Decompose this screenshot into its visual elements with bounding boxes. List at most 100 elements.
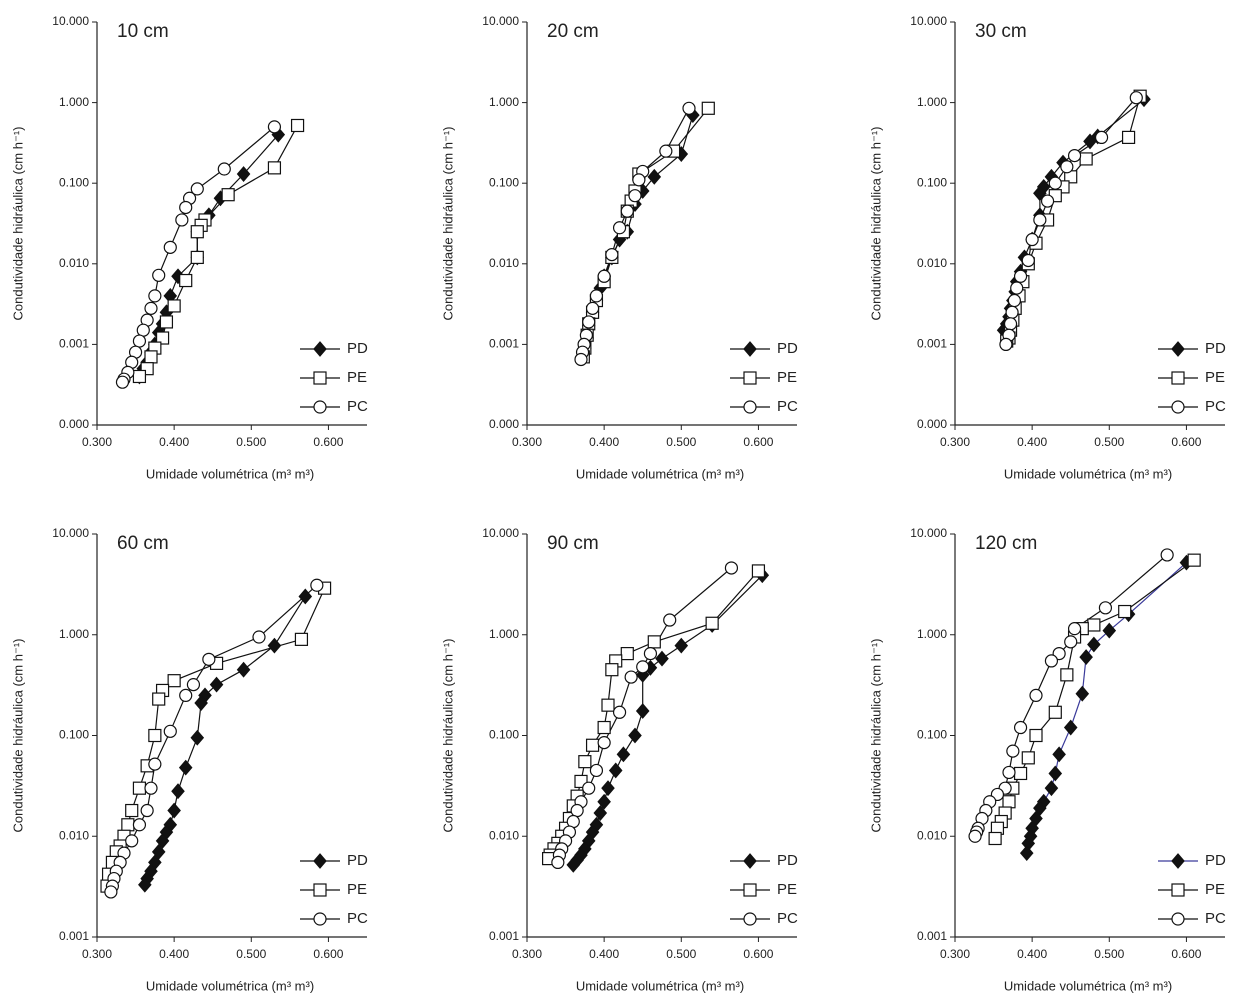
y-axis-label: Condutividade hidráulica (cm h⁻¹)	[440, 126, 455, 320]
data-point	[597, 720, 611, 735]
data-point	[574, 352, 588, 367]
data-point	[298, 588, 313, 605]
series-line	[144, 596, 306, 886]
x-tick-label: 0.500	[236, 947, 266, 961]
series-line	[994, 559, 1195, 839]
data-point	[294, 632, 309, 646]
data-point	[643, 646, 658, 661]
y-tick-label: 0.100	[917, 175, 947, 189]
y-tick-label: 0.010	[917, 828, 947, 842]
data-point	[236, 166, 251, 182]
data-point	[221, 188, 235, 202]
data-point	[121, 818, 135, 832]
legend-label: PD	[1205, 340, 1226, 357]
data-point	[167, 802, 181, 819]
legend-label: PE	[777, 369, 797, 386]
x-tick-label: 0.300	[940, 435, 970, 449]
legend-label: PE	[1205, 369, 1225, 386]
data-point	[632, 173, 646, 187]
data-point	[578, 755, 592, 769]
data-point	[616, 746, 631, 763]
data-point	[236, 661, 251, 678]
data-point	[589, 289, 604, 303]
data-point	[1067, 149, 1082, 163]
data-point	[1121, 130, 1136, 145]
y-tick-label: 0.001	[59, 929, 89, 943]
data-point	[167, 674, 181, 688]
data-point	[968, 829, 982, 843]
data-point	[252, 630, 266, 644]
y-axis-label: Condutividade hidráulica (cm h⁻¹)	[440, 638, 455, 832]
data-point	[551, 855, 565, 870]
data-point	[612, 221, 627, 235]
data-point	[138, 876, 152, 893]
legend-marker	[313, 400, 327, 414]
data-point	[663, 613, 677, 627]
data-point	[1021, 253, 1035, 268]
series-line	[106, 587, 326, 887]
data-point	[597, 793, 611, 810]
y-tick-label: 10.000	[910, 14, 947, 28]
data-point	[190, 225, 204, 239]
data-point	[1060, 160, 1074, 174]
y-tick-label: 1.000	[489, 627, 519, 641]
data-point	[585, 738, 600, 752]
data-point	[655, 650, 669, 667]
x-tick-label: 0.600	[1171, 435, 1201, 449]
data-point	[1029, 728, 1043, 743]
data-point	[267, 161, 282, 175]
legend-label: PD	[1205, 852, 1226, 869]
y-tick-label: 0.010	[489, 256, 519, 270]
y-tick-label: 10.000	[52, 14, 89, 28]
data-point	[1029, 688, 1043, 703]
data-point	[1013, 766, 1028, 781]
data-point	[152, 268, 166, 282]
data-point	[570, 803, 584, 818]
data-point	[601, 698, 615, 712]
data-point	[624, 670, 638, 684]
data-point	[125, 834, 139, 848]
y-tick-label: 1.000	[917, 95, 947, 109]
legend-label: PC	[777, 398, 798, 415]
x-axis-label: Umidade volumétrica (m³ m³)	[1004, 978, 1172, 993]
y-tick-label: 10.000	[482, 14, 519, 28]
data-point	[155, 331, 170, 345]
data-point	[1087, 636, 1101, 653]
y-tick-label: 0.001	[489, 337, 519, 351]
data-point	[1098, 601, 1113, 615]
y-tick-label: 0.001	[59, 337, 89, 351]
data-point	[1129, 91, 1143, 105]
y-tick-label: 0.001	[917, 337, 947, 351]
data-point	[209, 676, 224, 693]
y-tick-label: 1.000	[489, 95, 519, 109]
data-point	[167, 299, 181, 313]
subplot: 0.001 0.010 0.100 1.000 10.000 0.300 0.400 0.50…	[868, 526, 1226, 993]
panel-title: 20 cm	[547, 21, 599, 42]
legend-label: PD	[347, 340, 368, 357]
data-point	[1019, 845, 1034, 862]
data-point	[115, 375, 130, 389]
y-tick-label: 0.000	[489, 417, 519, 431]
y-axis-label: Condutividade hidráulica (cm h⁻¹)	[868, 638, 883, 832]
y-tick-label: 0.001	[917, 929, 947, 943]
legend-label: PD	[777, 340, 798, 357]
x-axis-label: Umidade volumétrica (m³ m³)	[146, 466, 314, 481]
x-tick-label: 0.300	[512, 435, 542, 449]
data-point	[582, 315, 596, 329]
x-tick-label: 0.600	[313, 435, 343, 449]
data-point	[155, 832, 170, 849]
data-point	[1075, 685, 1090, 702]
data-point	[175, 213, 189, 227]
data-point	[1002, 795, 1016, 809]
data-point	[612, 705, 627, 719]
data-point	[1083, 133, 1097, 150]
legend-marker	[743, 883, 757, 897]
x-tick-label: 0.300	[82, 947, 112, 961]
legend-label: PD	[777, 852, 798, 869]
y-tick-label: 10.000	[910, 526, 947, 540]
data-point	[999, 337, 1013, 351]
legend-marker	[313, 371, 327, 385]
legend-marker	[1171, 371, 1185, 385]
x-tick-label: 0.500	[666, 435, 696, 449]
x-axis-label: Umidade volumétrica (m³ m³)	[576, 978, 744, 993]
